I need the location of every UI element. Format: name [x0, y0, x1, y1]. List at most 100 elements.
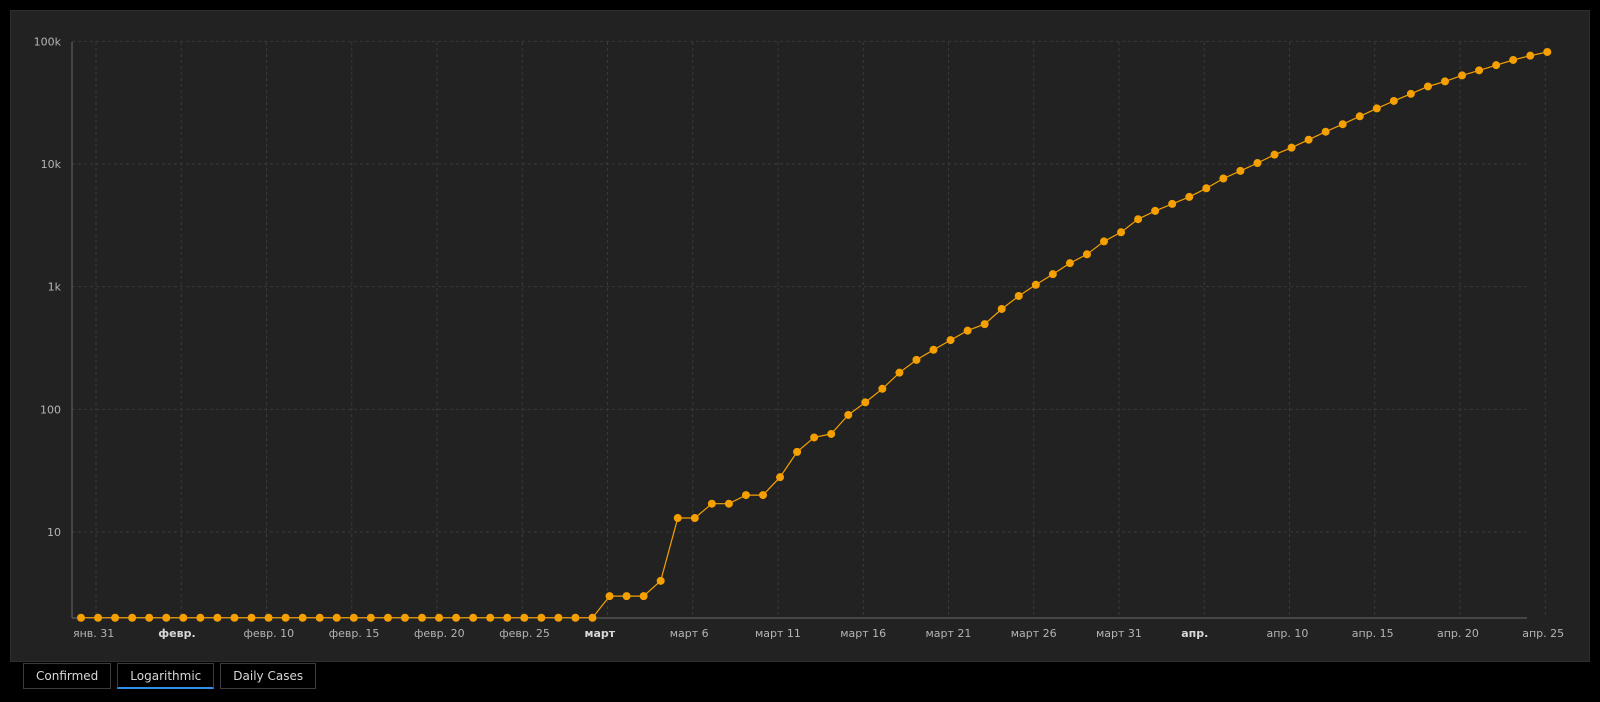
- data-point: [503, 613, 512, 622]
- data-point: [1065, 259, 1074, 268]
- data-point: [895, 368, 904, 377]
- data-point: [230, 613, 239, 622]
- data-point: [1253, 159, 1262, 168]
- x-tick-label: апр. 15: [1352, 627, 1394, 640]
- tab-daily-cases[interactable]: Daily Cases: [220, 663, 317, 689]
- data-point: [383, 613, 392, 622]
- data-point: [605, 592, 614, 601]
- data-point: [1287, 143, 1296, 152]
- data-point: [94, 613, 103, 622]
- y-tick-label: 1k: [48, 281, 62, 294]
- y-tick-label: 100: [40, 403, 61, 416]
- data-point: [776, 473, 785, 482]
- data-point: [861, 398, 870, 407]
- data-point: [639, 592, 648, 601]
- tab-confirmed[interactable]: Confirmed: [23, 663, 112, 689]
- data-point: [520, 613, 529, 622]
- chart-tabs: Confirmed Logarithmic Daily Cases: [23, 663, 317, 689]
- data-point: [1031, 280, 1040, 289]
- data-point: [264, 613, 273, 622]
- x-tick-label: март: [585, 627, 616, 640]
- data-point: [1355, 112, 1364, 121]
- data-point: [1100, 237, 1108, 246]
- data-point: [247, 613, 256, 622]
- y-tick-label: 10k: [41, 158, 62, 171]
- data-point: [1475, 66, 1484, 75]
- data-point: [946, 336, 955, 345]
- data-point: [1082, 250, 1091, 259]
- data-point: [1185, 192, 1194, 201]
- data-point: [213, 613, 222, 622]
- data-point: [1048, 270, 1057, 279]
- data-point: [1168, 199, 1177, 208]
- data-point: [997, 304, 1006, 313]
- data-point: [929, 345, 938, 354]
- chart-svg: 10 100 1k 10k 100k янв. 31 февр. февр. 10 февр. …: [34, 35, 1565, 640]
- data-point: [1338, 120, 1347, 129]
- x-tick-label: февр. 15: [329, 627, 380, 640]
- data-point: [622, 592, 631, 601]
- data-point: [963, 326, 972, 335]
- data-point: [1389, 96, 1398, 105]
- data-point: [400, 613, 409, 622]
- data-point: [724, 499, 733, 508]
- data-point: [315, 613, 324, 622]
- data-point: [1458, 71, 1467, 80]
- x-tick-label: февр. 20: [414, 627, 465, 640]
- data-point: [452, 613, 461, 622]
- data-point: [145, 613, 154, 622]
- data-point: [878, 384, 887, 393]
- data-point: [537, 613, 546, 622]
- x-tick-label: март 21: [926, 627, 972, 640]
- data-point: [741, 491, 750, 500]
- x-tick-label: апр. 20: [1437, 627, 1479, 640]
- x-tick-label: март 6: [670, 627, 709, 640]
- data-point: [1014, 291, 1023, 300]
- data-point: [673, 514, 682, 523]
- data-point: [1492, 61, 1501, 70]
- data-point: [435, 613, 444, 622]
- data-point: [571, 613, 580, 622]
- data-point: [1543, 47, 1552, 56]
- data-point: [128, 613, 137, 622]
- data-point: [1202, 184, 1211, 193]
- y-tick-label: 100k: [34, 35, 62, 48]
- data-point: [1509, 55, 1518, 64]
- data-point: [1151, 206, 1160, 215]
- x-tick-label: февр.: [158, 627, 195, 640]
- x-tick-label: апр.: [1181, 627, 1208, 640]
- data-point: [179, 613, 188, 622]
- data-point: [162, 613, 171, 622]
- x-tick-label: февр. 10: [244, 627, 295, 640]
- chart-panel: 10 100 1k 10k 100k янв. 31 февр. февр. 10 февр. …: [10, 10, 1590, 662]
- x-tick-label: март 11: [755, 627, 801, 640]
- data-point: [298, 613, 307, 622]
- data-point: [793, 447, 802, 456]
- data-point: [1441, 77, 1449, 86]
- data-point: [469, 613, 478, 622]
- data-point: [1321, 127, 1330, 136]
- data-point: [912, 355, 921, 364]
- data-point: [1236, 166, 1245, 175]
- x-tick-label: февр. 25: [499, 627, 550, 640]
- y-tick-label: 10: [47, 526, 61, 539]
- data-point: [844, 410, 853, 419]
- data-point: [77, 613, 85, 622]
- data-point: [707, 499, 716, 508]
- data-point: [1526, 51, 1535, 60]
- x-tick-label: апр. 10: [1267, 627, 1309, 640]
- data-point: [366, 613, 375, 622]
- data-point: [827, 429, 836, 438]
- data-point: [1423, 82, 1432, 91]
- data-point: [349, 613, 358, 622]
- data-point: [1117, 228, 1126, 237]
- data-point: [332, 613, 341, 622]
- x-tick-label: март 26: [1011, 627, 1057, 640]
- x-tick-label: март 16: [840, 627, 886, 640]
- data-point: [1219, 174, 1228, 183]
- data-point: [980, 320, 989, 329]
- data-point: [486, 613, 495, 622]
- tab-logarithmic[interactable]: Logarithmic: [117, 663, 215, 689]
- x-tick-label: апр. 25: [1522, 627, 1564, 640]
- data-point: [111, 613, 120, 622]
